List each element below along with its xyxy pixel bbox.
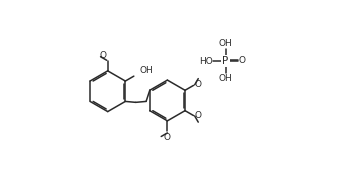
Text: O: O bbox=[239, 56, 246, 65]
Text: P: P bbox=[222, 56, 229, 66]
Text: O: O bbox=[195, 80, 202, 89]
Text: OH: OH bbox=[139, 66, 153, 75]
Text: O: O bbox=[100, 51, 107, 60]
Text: OH: OH bbox=[219, 39, 233, 48]
Text: O: O bbox=[164, 133, 171, 142]
Text: HO: HO bbox=[199, 57, 213, 66]
Text: O: O bbox=[195, 112, 202, 120]
Text: OH: OH bbox=[219, 74, 233, 83]
